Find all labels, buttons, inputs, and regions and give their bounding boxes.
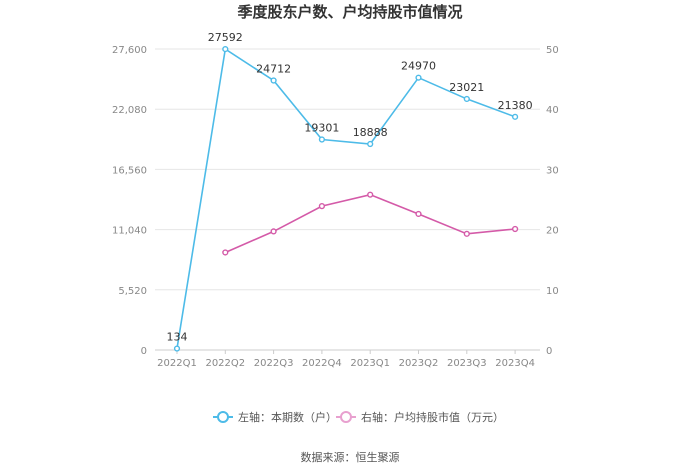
data-point[interactable] bbox=[222, 249, 229, 256]
left-tick-label: 16,560 bbox=[112, 165, 147, 176]
right-tick-label: 20 bbox=[546, 226, 559, 237]
x-tick-label: 2023Q1 bbox=[350, 358, 390, 369]
legend-marker-left bbox=[217, 411, 229, 423]
legend-item-right[interactable]: 右轴：户均持股市值（万元） bbox=[336, 410, 504, 424]
source-note: 数据来源：恒生聚源 bbox=[301, 450, 400, 464]
right-tick-label: 50 bbox=[546, 45, 559, 56]
grid-lines bbox=[155, 48, 540, 351]
legend-marker-right bbox=[340, 411, 352, 423]
data-point[interactable] bbox=[463, 95, 470, 103]
data-point[interactable] bbox=[318, 203, 326, 210]
series-line-2 bbox=[224, 193, 516, 254]
data-point[interactable] bbox=[222, 45, 229, 53]
left-tick-label: 0 bbox=[141, 346, 147, 357]
data-label: 19301 bbox=[304, 122, 339, 135]
data-point[interactable] bbox=[173, 345, 181, 352]
data-point[interactable] bbox=[367, 191, 374, 198]
x-tick-label: 2022Q2 bbox=[205, 358, 245, 369]
right-tick-label: 10 bbox=[546, 286, 559, 297]
left-axis: 0 5,520 11,040 16,560 22,080 27,600 bbox=[112, 45, 147, 357]
x-tick-label: 2023Q2 bbox=[399, 358, 439, 369]
series-layer: 134 27592 24712 19301 18888 24970 23021 21380 bbox=[167, 31, 533, 352]
left-tick-label: 5,520 bbox=[118, 286, 147, 297]
data-label: 18888 bbox=[353, 126, 388, 139]
legend-label-left: 左轴：本期数（户） bbox=[238, 410, 337, 424]
chart-title: 季度股东户数、户均持股市值情况 bbox=[237, 3, 462, 21]
right-axis: 0 10 20 30 40 50 bbox=[546, 45, 559, 357]
left-tick-label: 11,040 bbox=[112, 226, 147, 237]
data-point[interactable] bbox=[511, 113, 519, 120]
x-tick-label: 2022Q1 bbox=[157, 358, 197, 369]
data-point[interactable] bbox=[415, 210, 422, 218]
x-tick-label: 2023Q3 bbox=[447, 358, 487, 369]
legend-label-right: 右轴：户均持股市值（万元） bbox=[361, 410, 504, 424]
data-label: 24970 bbox=[401, 60, 436, 73]
x-tick-label: 2022Q3 bbox=[254, 358, 294, 369]
data-point[interactable] bbox=[367, 140, 374, 148]
right-tick-label: 0 bbox=[546, 346, 552, 357]
left-tick-label: 22,080 bbox=[112, 105, 147, 116]
data-label: 23021 bbox=[449, 81, 484, 94]
data-point[interactable] bbox=[463, 230, 470, 237]
data-point[interactable] bbox=[511, 225, 519, 233]
data-label: 24712 bbox=[256, 62, 291, 75]
data-label: 134 bbox=[167, 331, 188, 344]
legend: 左轴：本期数（户） 右轴：户均持股市值（万元） bbox=[213, 410, 504, 424]
data-point[interactable] bbox=[415, 74, 422, 81]
data-point[interactable] bbox=[318, 136, 326, 143]
data-point[interactable] bbox=[270, 228, 277, 235]
data-label: 21380 bbox=[498, 99, 533, 112]
data-label: 27592 bbox=[208, 31, 243, 44]
x-axis: 2022Q1 2022Q2 2022Q3 2022Q4 2023Q1 2023Q2 2023… bbox=[157, 350, 535, 369]
left-tick-label: 27,600 bbox=[112, 45, 147, 56]
right-tick-label: 30 bbox=[546, 165, 559, 176]
right-tick-label: 40 bbox=[546, 105, 559, 116]
series-line-1 bbox=[176, 47, 516, 349]
data-point[interactable] bbox=[270, 77, 277, 84]
x-tick-label: 2022Q4 bbox=[302, 358, 342, 369]
x-tick-label: 2023Q4 bbox=[495, 358, 535, 369]
legend-item-left[interactable]: 左轴：本期数（户） bbox=[213, 410, 337, 424]
